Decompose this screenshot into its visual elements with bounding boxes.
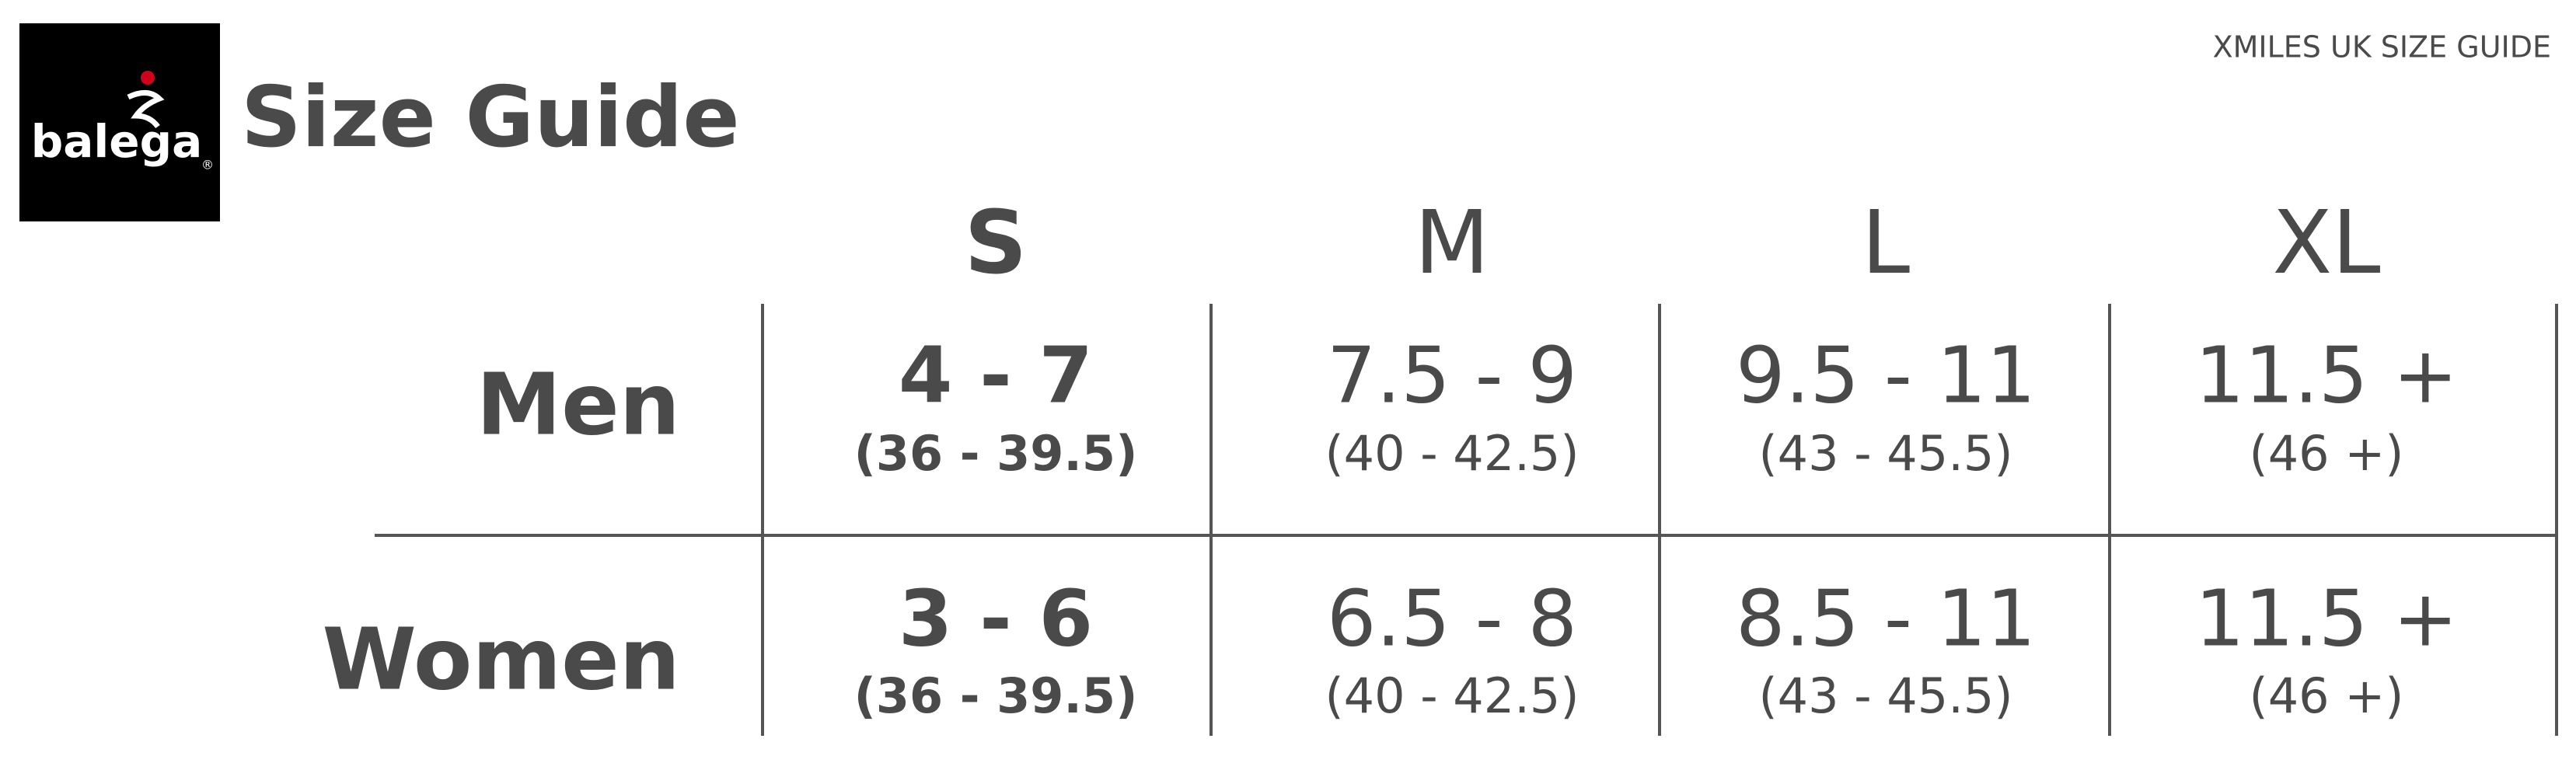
subtitle: XMILES UK SIZE GUIDE [2213, 30, 2551, 64]
logo-box [19, 23, 220, 221]
size-eu: (36 - 39.5) [854, 667, 1138, 724]
size-uk: 3 - 6 [899, 573, 1093, 664]
size-uk: 11.5 + [2195, 573, 2458, 664]
logo-registered: ® [201, 158, 214, 172]
page-title: Size Guide [241, 69, 740, 166]
size-eu: (43 - 45.5) [1758, 667, 2012, 724]
logo-text: balega [31, 115, 203, 168]
row-label: Women [322, 609, 680, 709]
size-eu: (46 +) [2250, 425, 2404, 482]
logo-figure-head [141, 71, 155, 85]
size-uk: 4 - 7 [899, 329, 1093, 420]
size-eu: (40 - 42.5) [1325, 425, 1579, 482]
column-header: L [1862, 193, 1910, 294]
column-header: M [1415, 193, 1490, 294]
size-eu: (36 - 39.5) [854, 425, 1138, 482]
column-header: S [965, 193, 1028, 294]
size-eu: (46 +) [2250, 667, 2404, 724]
size-uk: 8.5 - 11 [1736, 573, 2036, 664]
logo-figure [127, 90, 165, 129]
row-label: Men [476, 354, 680, 454]
size-uk: 7.5 - 9 [1327, 329, 1577, 420]
size-uk: 9.5 - 11 [1736, 329, 2036, 420]
size-eu: (43 - 45.5) [1758, 425, 2012, 482]
column-header: XL [2272, 193, 2380, 294]
size-eu: (40 - 42.5) [1325, 667, 1579, 724]
size-uk: 6.5 - 8 [1327, 573, 1577, 664]
size-uk: 11.5 + [2195, 329, 2458, 420]
